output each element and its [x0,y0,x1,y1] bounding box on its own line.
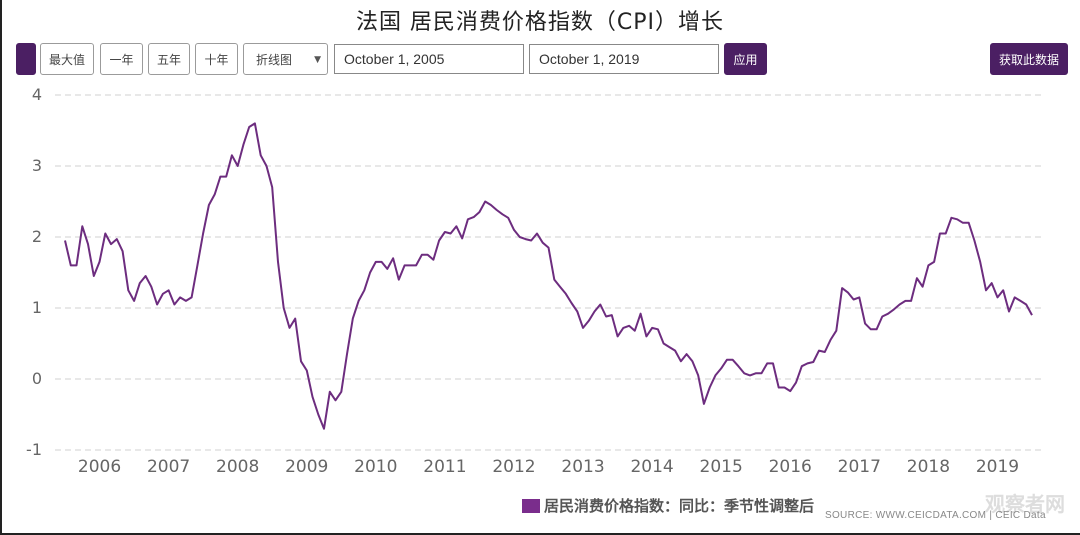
menu-button[interactable] [16,43,36,75]
y-tick: 1 [31,298,42,317]
range-button-max[interactable]: 最大值 [40,43,94,75]
x-tick: 2011 [423,457,467,477]
x-tick: 2009 [285,457,329,477]
end-date-input[interactable]: October 1, 2019 [529,44,719,74]
x-tick: 2006 [77,457,122,477]
get-data-button[interactable]: 获取此数据 [990,43,1068,75]
chart-title: 法国 居民消费价格指数（CPI）增长 [355,10,725,35]
x-tick: 2016 [768,457,812,477]
legend-swatch [522,498,540,513]
x-tick: 2012 [492,457,536,477]
y-tick: 0 [31,369,42,388]
chart-type-select[interactable]: 折线图 ▼ [243,43,328,75]
start-date-input[interactable]: October 1, 2005 [334,44,524,74]
legend-label: 居民消费价格指数：同比：季节性调整后 [544,497,815,515]
y-tick: 2 [31,227,42,246]
x-tick: 2018 [906,457,951,477]
chart-type-value: 折线图 [256,52,293,67]
cpi-line [64,122,1033,430]
range-button-5y[interactable]: 五年 [148,43,190,75]
range-button-1y[interactable]: 一年 [100,43,143,75]
legend[interactable]: 居民消费价格指数：同比：季节性调整后 [522,495,814,516]
x-tick: 2015 [699,457,743,477]
range-button-10y[interactable]: 十年 [195,43,238,75]
apply-button[interactable]: 应用 [724,43,767,75]
x-tick: 2007 [146,457,191,477]
chevron-down-icon: ▼ [314,55,321,65]
gridlines [55,94,1043,451]
x-tick: 2017 [837,457,881,477]
y-tick: 3 [31,156,42,175]
y-tick: 4 [31,85,42,104]
x-tick: 2013 [561,457,605,477]
x-tick: 2019 [975,457,1020,477]
watermark: 观察者网 [985,492,1065,516]
x-tick: 2010 [354,457,398,477]
x-tick: 2014 [630,457,674,477]
source-note: SOURCE: WWW.CEICDATA.COM | CEIC Data [825,510,1046,521]
x-tick: 2008 [216,457,260,477]
y-tick: -1 [26,440,42,459]
